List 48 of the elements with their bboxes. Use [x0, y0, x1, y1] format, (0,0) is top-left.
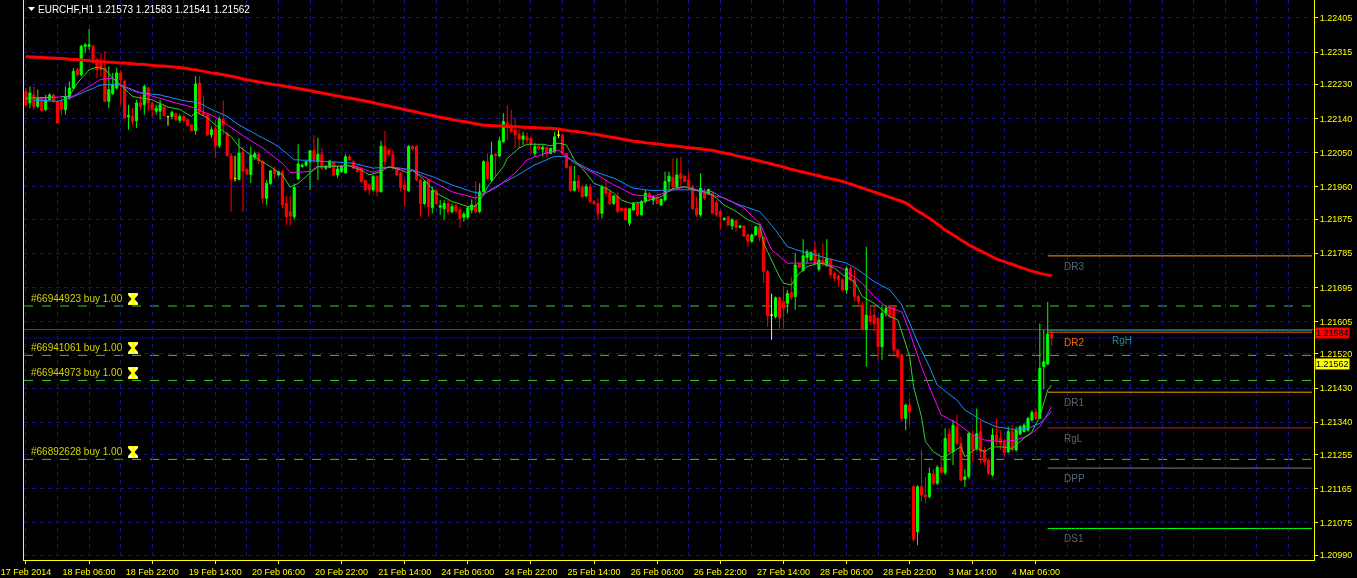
y-tick-label: 1.22140 [1319, 113, 1353, 124]
x-tick-label: 24 Feb 22:00 [504, 566, 558, 577]
x-tick-label: 26 Feb 22:00 [693, 566, 747, 577]
y-tick-label: 1.21075 [1319, 517, 1353, 528]
series-label: DR1 [1064, 397, 1085, 408]
y-tick-label: 1.21960 [1319, 181, 1353, 192]
y-tick-label: 1.22230 [1319, 79, 1353, 90]
x-tick-label: 28 Feb 22:00 [883, 566, 937, 577]
x-tick-label: 17 Feb 2014 [0, 566, 52, 577]
x-tick-label: 24 Feb 06:00 [441, 566, 495, 577]
x-tick-label: 20 Feb 22:00 [315, 566, 369, 577]
y-tick-label: 1.22050 [1319, 147, 1353, 158]
y-tick-label: 1.21605 [1319, 316, 1353, 327]
y-tick-label: 1.22405 [1319, 12, 1353, 23]
x-tick-label: 28 Feb 06:00 [820, 566, 874, 577]
ref-line-label: #66944973 buy 1.00 [31, 367, 123, 378]
y-tick-label: 1.21695 [1319, 282, 1353, 293]
x-tick-label: 27 Feb 14:00 [756, 566, 810, 577]
x-tick-label: 3 Mar 14:00 [948, 566, 997, 577]
y-tick-label: 1.21520 [1319, 348, 1353, 359]
y-tick-label: 1.21340 [1319, 417, 1353, 428]
y-tick-label: 1.22315 [1319, 47, 1353, 58]
ref-line-label: 1.21584 [1316, 328, 1349, 338]
y-tick-label: 1.21255 [1319, 449, 1353, 460]
series-label: RgL [1064, 433, 1083, 444]
series-label: DR2 [1064, 337, 1085, 348]
series-label: RgH [1112, 335, 1133, 346]
x-tick-label: 21 Feb 14:00 [378, 566, 432, 577]
x-tick-label: 26 Feb 06:00 [630, 566, 684, 577]
series-label: DPP [1064, 473, 1085, 484]
x-tick-label: 25 Feb 14:00 [567, 566, 621, 577]
x-tick-label: 4 Mar 06:00 [1011, 566, 1060, 577]
series-label: DR3 [1064, 261, 1085, 272]
y-tick-label: 1.20990 [1319, 550, 1353, 561]
x-tick-label: 18 Feb 22:00 [125, 566, 179, 577]
y-tick-label: 1.21875 [1319, 214, 1353, 225]
x-tick-label: 19 Feb 14:00 [188, 566, 242, 577]
ref-line-label: 1.21562 [1316, 359, 1349, 369]
chart-title: EURCHF,H1 1.21573 1.21583 1.21541 1.21562 [38, 3, 251, 15]
x-tick-label: 18 Feb 06:00 [62, 566, 116, 577]
y-tick-label: 1.21165 [1319, 483, 1352, 494]
series-label: DS1 [1064, 533, 1084, 544]
ref-line-label: #66941061 buy 1.00 [31, 342, 123, 353]
x-tick-label: 20 Feb 06:00 [251, 566, 305, 577]
y-tick-label: 1.21785 [1319, 248, 1353, 259]
ref-line-label: #66944923 buy 1.00 [31, 293, 123, 304]
y-tick-label: 1.21430 [1319, 383, 1353, 394]
ref-line-label: #66892628 buy 1.00 [31, 446, 123, 457]
